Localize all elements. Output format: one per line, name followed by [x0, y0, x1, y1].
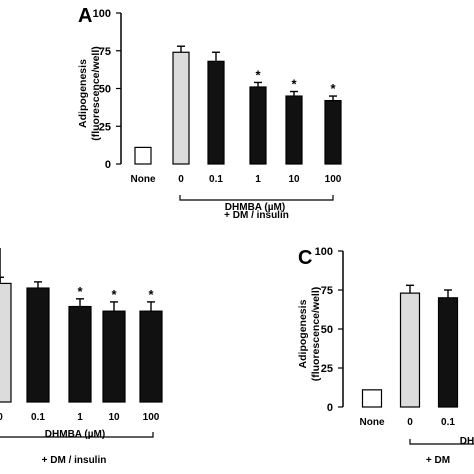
bar: [139, 310, 163, 403]
bar: [324, 99, 342, 165]
category-label: 0.1: [31, 412, 45, 423]
treatment-label: + DM / insulin: [224, 210, 289, 221]
y-tick-label: 75: [99, 46, 111, 58]
category-label: None: [360, 417, 385, 428]
treatment-bracket: [0, 432, 154, 438]
x-axis-label: DHMBA (µM): [45, 429, 105, 440]
significance-star: *: [77, 284, 83, 299]
category-label: 10: [108, 412, 120, 423]
y-axis-label: (fluorescence/well): [90, 46, 102, 141]
treatment-bracket: [409, 439, 474, 445]
significance-star: *: [291, 77, 297, 92]
significance-star: *: [255, 67, 261, 82]
category-label: 0: [0, 412, 3, 423]
treatment-bracket: [179, 195, 334, 201]
y-axis-label: Adipogenesis: [77, 59, 89, 128]
bar: [26, 287, 50, 403]
y-tick-label: 25: [321, 363, 333, 375]
chart-panel-2: 0 0.1 * 1 * 10 * 100 DHMBA (µM) + DM / insulin: [0, 248, 163, 466]
y-tick-label: 100: [93, 8, 111, 20]
bar: [134, 146, 152, 165]
chart-panel-3: 0 25 50 75 100 None 0 0.1 DH + DM C Adipogenesis (fl…: [297, 246, 474, 466]
category-label: 0: [178, 174, 184, 185]
category-label: 0: [407, 417, 413, 428]
category-label: 10: [288, 174, 300, 185]
y-tick-label: 75: [321, 285, 333, 297]
significance-star: *: [148, 287, 154, 302]
bar: [102, 310, 126, 403]
y-tick-label: 50: [99, 84, 111, 96]
bar: [207, 60, 225, 165]
significance-star: *: [111, 287, 117, 302]
bar: [172, 51, 190, 165]
y-axis-label: (fluorescence/well): [310, 287, 322, 382]
category-label: 100: [143, 412, 160, 423]
significance-star: *: [330, 81, 336, 96]
y-tick-label: 100: [315, 246, 333, 258]
bar: [0, 282, 12, 403]
category-label: 0.1: [209, 174, 223, 185]
y-tick-label: 0: [327, 402, 333, 414]
y-tick-label: 0: [105, 159, 111, 171]
category-label: 100: [325, 174, 342, 185]
category-label: 1: [255, 174, 261, 185]
chart-panel-1: 0 25 50 75 100 None 0 0.1 * 1 * 10 * 100 DHMBA (µM)+ D…: [77, 5, 342, 221]
bar: [249, 86, 267, 165]
bar: [68, 305, 92, 403]
x-axis-label: DH: [460, 436, 474, 447]
bar: [361, 389, 383, 408]
treatment-label: + DM: [426, 455, 450, 466]
category-label: None: [131, 174, 156, 185]
bar: [285, 95, 303, 165]
panel-label: C: [298, 247, 312, 269]
bar: [437, 297, 459, 408]
bar: [399, 292, 421, 408]
category-label: 0.1: [441, 417, 455, 428]
y-axis-label: Adipogenesis: [297, 299, 309, 368]
category-label: 1: [77, 412, 83, 423]
y-tick-label: 50: [321, 324, 333, 336]
panel-label: A: [78, 5, 92, 27]
treatment-label: + DM / insulin: [42, 455, 107, 466]
x-axis-label: DHMBA (µM): [225, 202, 285, 213]
y-tick-label: 25: [99, 121, 111, 133]
